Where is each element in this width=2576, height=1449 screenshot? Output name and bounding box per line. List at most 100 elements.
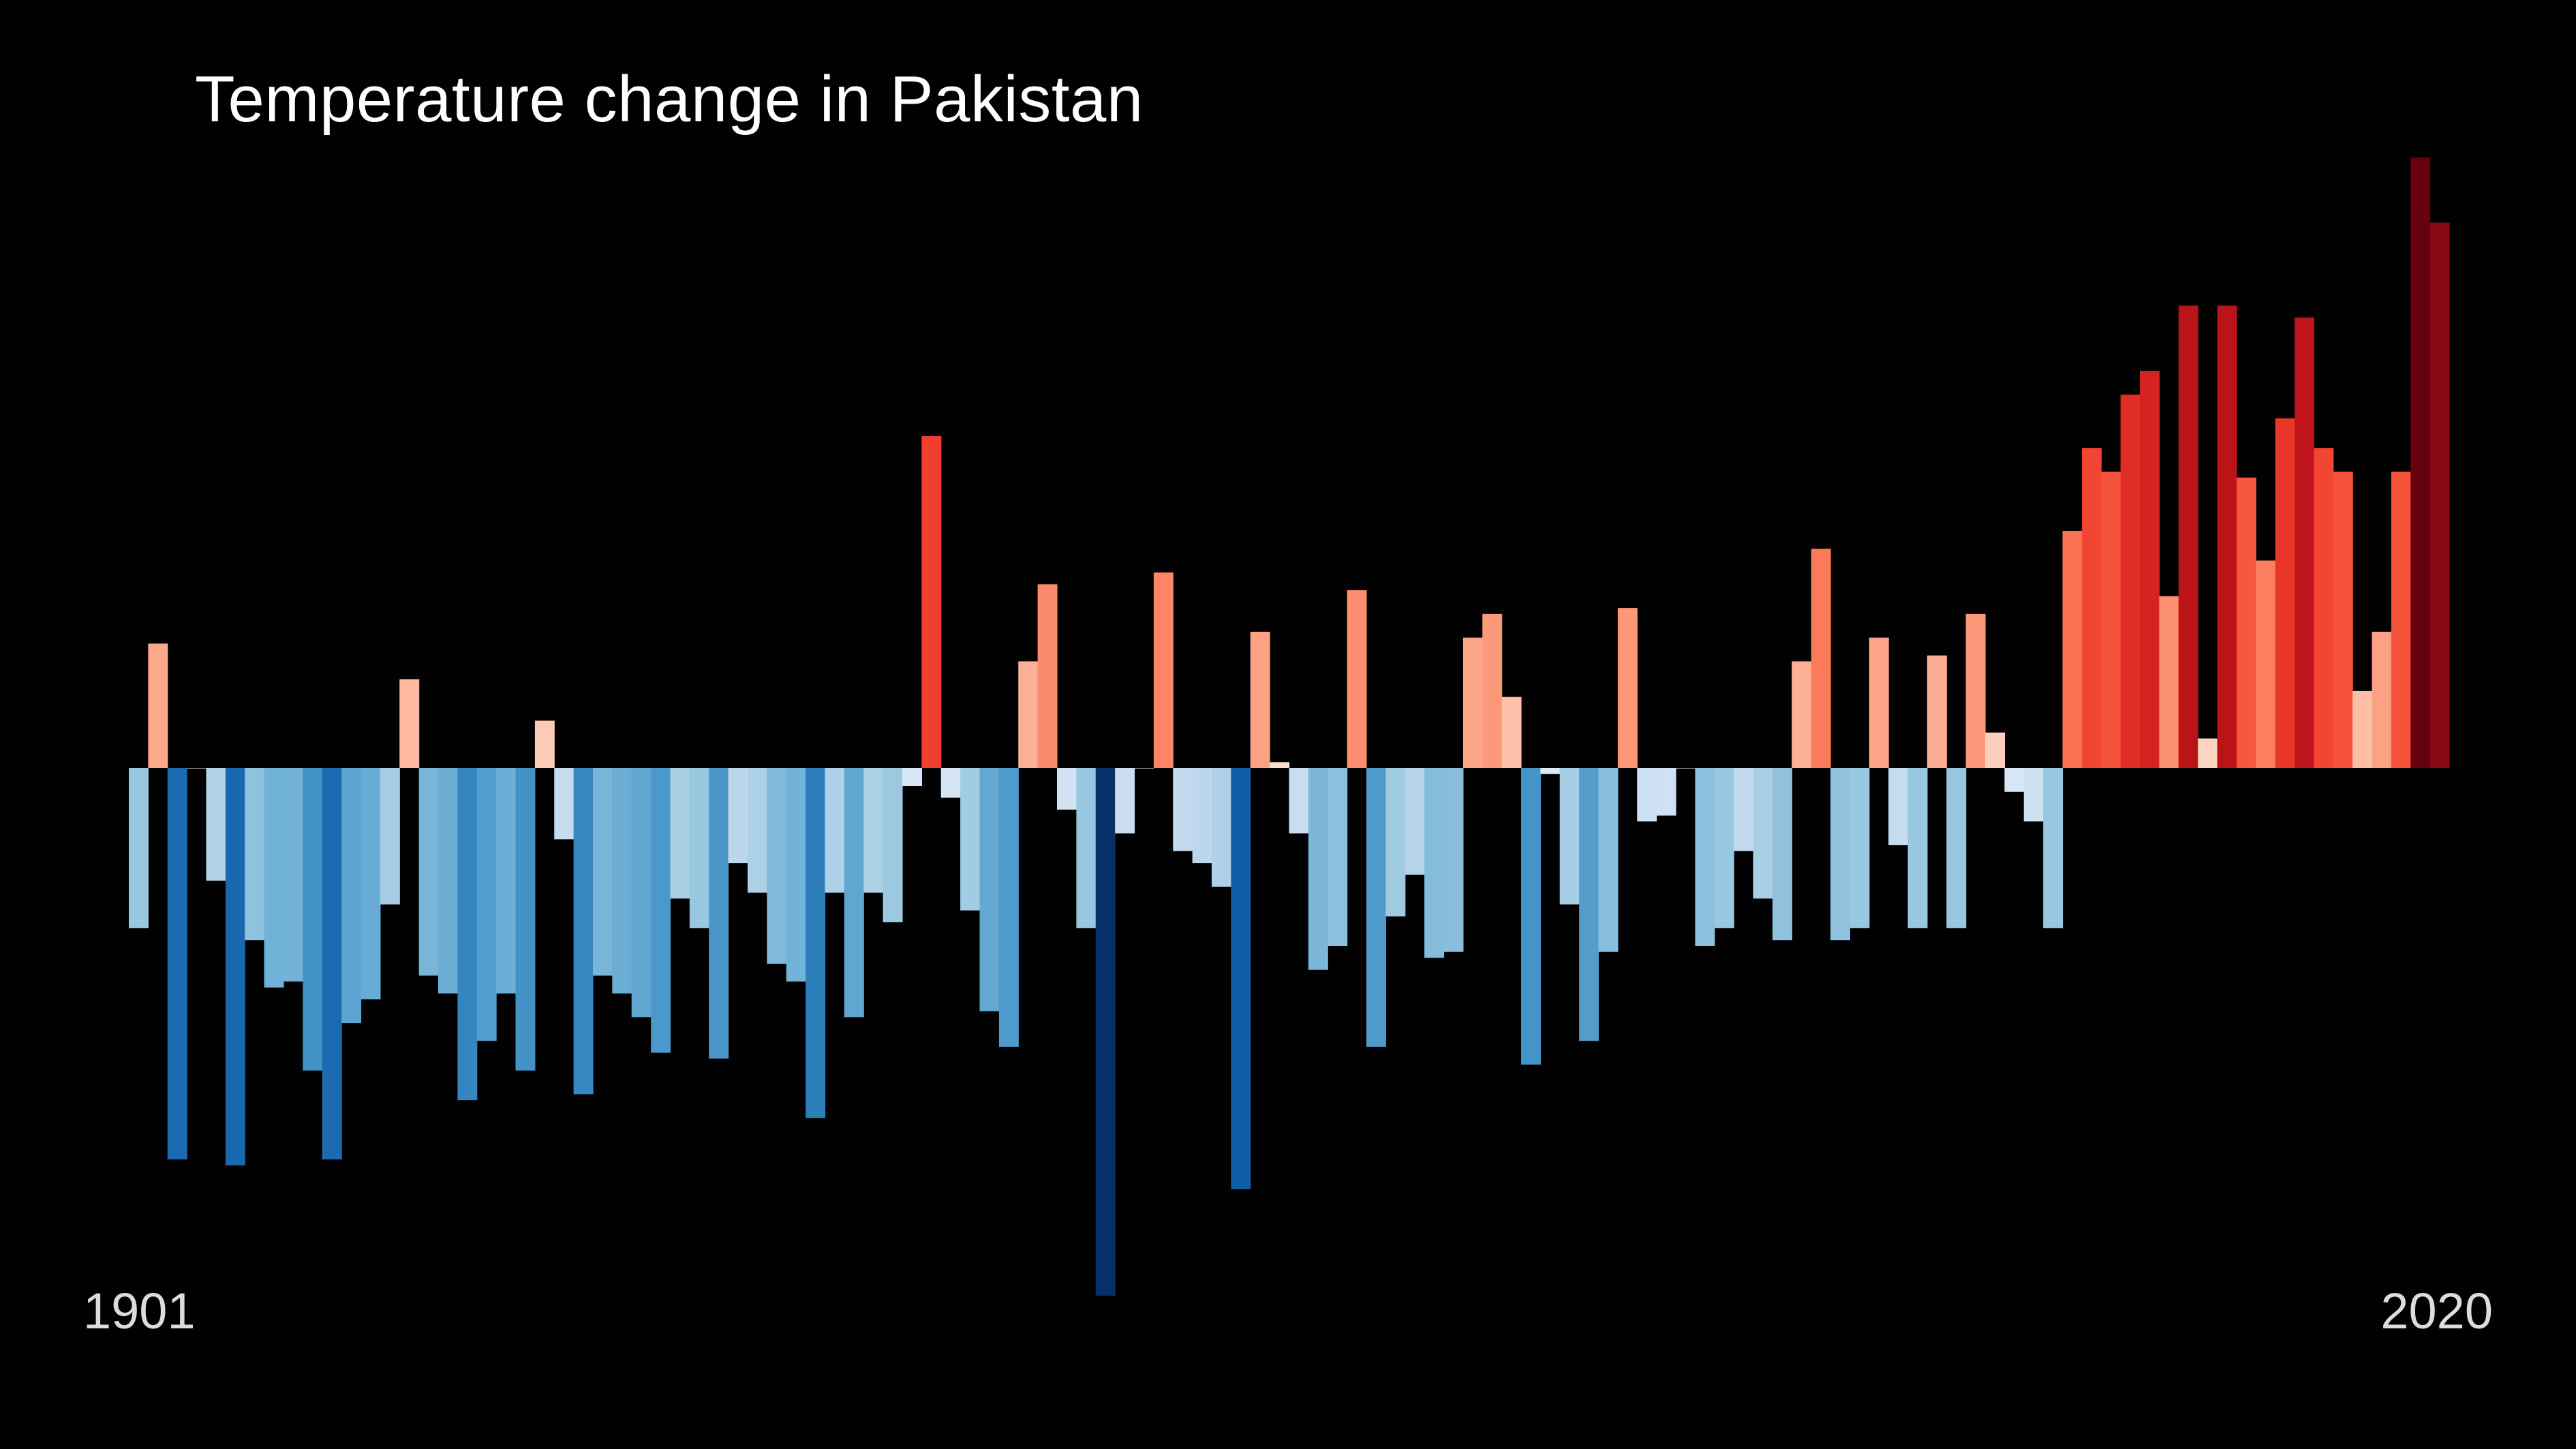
bar-1966 xyxy=(1385,768,1406,917)
bar-1960 xyxy=(1270,762,1290,768)
bar-1945 xyxy=(979,768,1000,1011)
bar-1927 xyxy=(631,768,651,1018)
bar-1906 xyxy=(225,768,245,1165)
bar-2006 xyxy=(2159,596,2179,768)
bar-1974 xyxy=(1540,768,1561,774)
bar-1993 xyxy=(1907,768,1928,928)
bar-1969 xyxy=(1443,768,1464,952)
bar-2019 xyxy=(2410,157,2431,768)
bar-1916 xyxy=(418,768,439,976)
bar-1981 xyxy=(1676,768,1696,769)
bar-1967 xyxy=(1405,768,1425,875)
bar-1983 xyxy=(1714,768,1734,928)
bar-1959 xyxy=(1250,631,1270,768)
chart-title: Temperature change in Pakistan xyxy=(195,63,1144,136)
bar-1984 xyxy=(1734,768,1754,851)
bar-1990 xyxy=(1850,768,1870,928)
bar-1937 xyxy=(825,768,845,893)
bar-1917 xyxy=(438,768,458,994)
bar-1968 xyxy=(1424,768,1445,958)
bar-1978 xyxy=(1617,608,1638,768)
bar-1925 xyxy=(593,768,613,976)
bar-1924 xyxy=(573,768,594,1095)
bar-2017 xyxy=(2372,631,2392,768)
bar-1998 xyxy=(2004,768,2025,792)
bar-1979 xyxy=(1637,768,1657,822)
bar-1999 xyxy=(2023,768,2044,822)
bar-2011 xyxy=(2256,560,2276,768)
bar-2016 xyxy=(2352,690,2373,768)
bar-1953 xyxy=(1134,768,1154,769)
bar-2004 xyxy=(2120,394,2141,768)
bar-1997 xyxy=(1985,732,2005,768)
bar-2020 xyxy=(2429,222,2450,769)
bar-1913 xyxy=(361,768,381,1000)
bar-1952 xyxy=(1115,768,1135,834)
bar-1931 xyxy=(709,768,729,1059)
bar-1918 xyxy=(457,768,478,1101)
bar-1901 xyxy=(129,768,149,928)
bar-1946 xyxy=(998,768,1019,1047)
bar-1914 xyxy=(380,768,400,905)
bar-1973 xyxy=(1521,768,1541,1065)
bar-2010 xyxy=(2236,477,2256,768)
bar-1921 xyxy=(515,768,536,1071)
bar-2008 xyxy=(2198,738,2218,768)
bar-1902 xyxy=(148,643,168,768)
bar-1995 xyxy=(1946,768,1967,928)
bar-1907 xyxy=(245,768,265,941)
bar-1996 xyxy=(1965,613,1986,768)
bar-1934 xyxy=(767,768,787,964)
bar-2014 xyxy=(2314,448,2334,768)
bar-1947 xyxy=(1018,661,1039,768)
bar-1912 xyxy=(341,768,362,1024)
bar-1933 xyxy=(748,768,767,893)
start-year-label: 1901 xyxy=(83,1283,196,1339)
bar-1992 xyxy=(1888,768,1909,846)
bar-1949 xyxy=(1057,768,1077,810)
bar-1904 xyxy=(187,768,207,769)
bar-1919 xyxy=(476,768,497,1041)
bar-1942 xyxy=(921,436,942,768)
bar-1910 xyxy=(303,768,323,1071)
bar-2012 xyxy=(2275,418,2295,768)
bar-1943 xyxy=(940,768,961,798)
bar-1977 xyxy=(1598,768,1619,952)
bar-1929 xyxy=(670,768,690,899)
end-year-label: 2020 xyxy=(2380,1283,2493,1339)
bar-2005 xyxy=(2140,371,2160,768)
bar-1939 xyxy=(863,768,884,893)
bar-1928 xyxy=(651,768,671,1053)
bar-1951 xyxy=(1095,768,1116,1296)
bar-1948 xyxy=(1037,584,1058,768)
bar-1989 xyxy=(1830,768,1850,941)
bar-1965 xyxy=(1366,768,1386,1047)
bar-1991 xyxy=(1869,637,1889,768)
bar-1970 xyxy=(1462,637,1483,768)
bar-1941 xyxy=(902,768,922,787)
bar-1975 xyxy=(1559,768,1580,905)
bar-1935 xyxy=(786,768,806,982)
bar-1971 xyxy=(1482,613,1503,768)
bar-1956 xyxy=(1192,768,1212,864)
bar-1940 xyxy=(883,768,903,923)
bar-1932 xyxy=(728,768,748,864)
bar-1982 xyxy=(1695,768,1715,946)
bar-1930 xyxy=(689,768,709,928)
bar-1903 xyxy=(167,768,187,1160)
bar-1986 xyxy=(1772,768,1792,941)
bar-1985 xyxy=(1753,768,1773,899)
bar-1936 xyxy=(806,768,826,1118)
bar-1976 xyxy=(1579,768,1599,1041)
bar-1905 xyxy=(206,768,226,881)
bar-1957 xyxy=(1212,768,1231,887)
bar-1950 xyxy=(1076,768,1097,928)
bar-2013 xyxy=(2295,317,2314,768)
bar-2009 xyxy=(2217,305,2237,768)
bar-1920 xyxy=(496,768,517,994)
bar-1962 xyxy=(1308,768,1328,970)
bar-1922 xyxy=(534,720,555,768)
bar-1972 xyxy=(1501,697,1522,768)
